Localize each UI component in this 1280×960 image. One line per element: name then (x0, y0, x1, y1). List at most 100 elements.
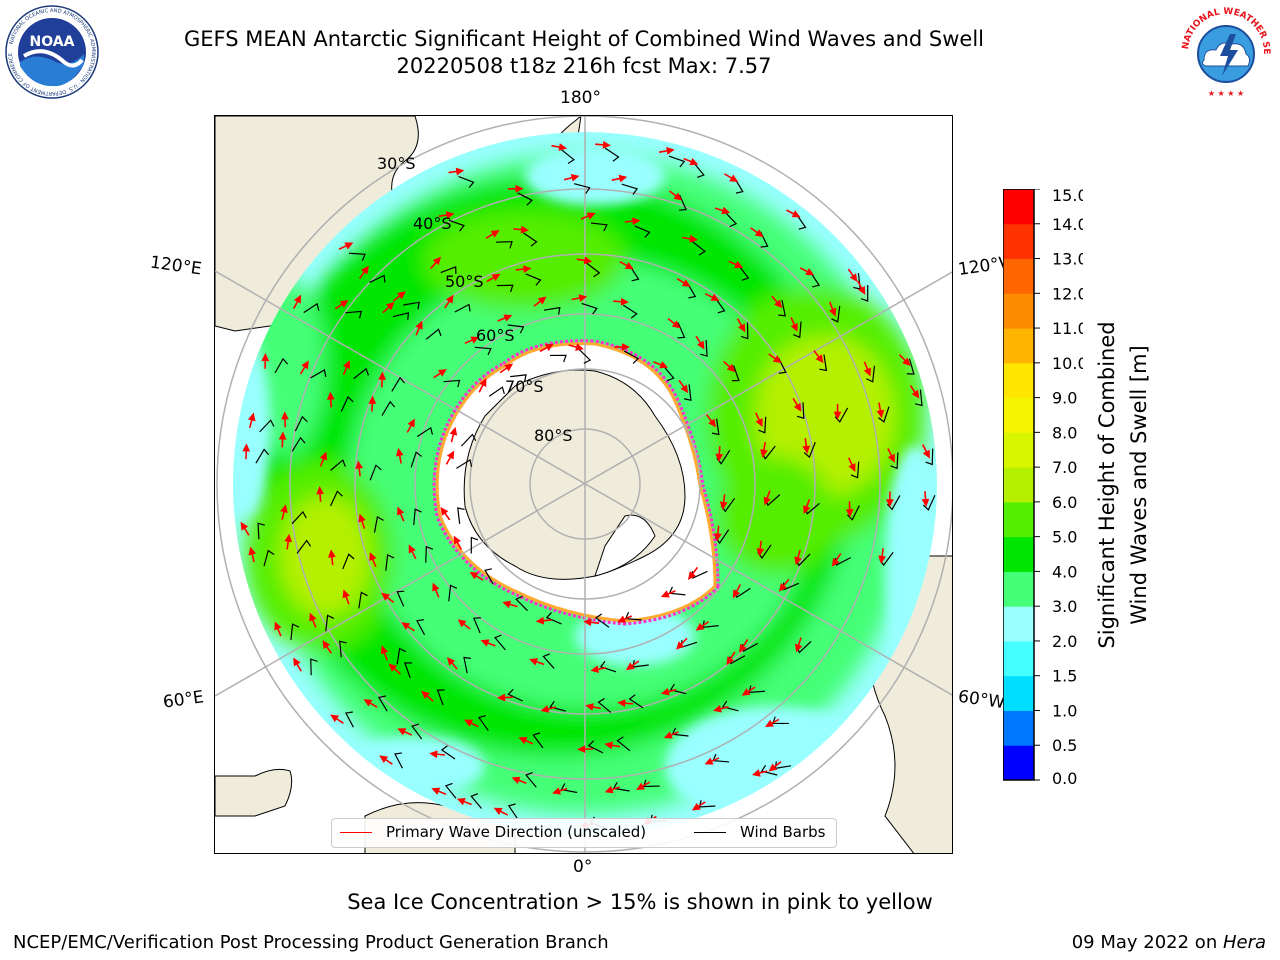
wave-vector (604, 781, 630, 794)
wave-vector (617, 694, 644, 709)
wave-vector (695, 335, 708, 357)
colorbar-title-line1: Significant Height of Combined (1095, 321, 1119, 648)
legend-label-wave-direction: Primary Wave Direction (unscaled) (386, 823, 647, 841)
wave-vector (756, 540, 772, 560)
map-legend: Primary Wave Direction (unscaled) Wind B… (331, 818, 837, 848)
wave-vector (667, 318, 686, 339)
wave-vector (433, 368, 461, 388)
wave-vector (395, 447, 423, 468)
wave-vector (794, 637, 812, 654)
wave-vector (445, 450, 473, 469)
wave-vector (887, 448, 899, 470)
colorbar-tick-label: 12.0 (1052, 284, 1083, 303)
wave-vector (299, 360, 327, 379)
wave-vector (330, 711, 354, 728)
wave-vector (539, 343, 567, 363)
colorbar-segment (1003, 362, 1034, 399)
wave-vector (478, 378, 505, 397)
wave-vector (342, 360, 370, 380)
colorbar-tick-label: 0.5 (1052, 736, 1077, 755)
noaa-logo-text: NOAA (30, 34, 75, 50)
wave-vector (533, 296, 561, 315)
wave-vector (326, 391, 354, 412)
svg-text:★ ★ ★ ★: ★ ★ ★ ★ (1208, 89, 1244, 98)
wave-vector (771, 295, 786, 317)
wave-vector (278, 431, 306, 452)
wave-vector (392, 291, 420, 310)
wave-vector (529, 653, 555, 669)
colorbar-tick-label: 7.0 (1052, 458, 1077, 477)
antarctica (432, 339, 720, 626)
wave-vector (611, 174, 639, 195)
wave-vector (658, 147, 686, 168)
wave-vector (440, 506, 465, 524)
wave-vector (432, 582, 458, 602)
colorbar-segment (1003, 501, 1034, 538)
wave-vector (309, 612, 335, 632)
colorbar-tick-label: 13.0 (1052, 250, 1083, 269)
wave-vector (284, 533, 312, 554)
chart-subtitle-forecast: 20220508 t18z 216h fcst Max: 7.57 (396, 54, 772, 78)
graticule (215, 116, 952, 853)
colorbar-segment (1003, 258, 1034, 294)
wave-vector (751, 764, 778, 777)
wave-vector (444, 294, 471, 313)
wave-vector (724, 173, 744, 194)
wave-vector (280, 504, 307, 525)
wave-vector (292, 294, 320, 314)
colorbar-segment (1003, 640, 1034, 677)
wave-vector (778, 578, 800, 592)
wave-vector (563, 174, 591, 194)
wave-vector (446, 656, 471, 674)
wave-vector (719, 494, 736, 513)
wave-vector (802, 438, 816, 459)
wave-vector (540, 700, 566, 713)
wave-vector (604, 736, 631, 752)
colorbar-tick-label: 15.0 (1052, 189, 1083, 205)
wave-vector (653, 361, 675, 382)
wave-vector (799, 267, 821, 288)
wave-vector (898, 354, 915, 375)
wave-vector (449, 426, 477, 447)
wave-vector (322, 640, 347, 658)
wave-vector (242, 443, 270, 464)
wave-vector (378, 371, 406, 392)
wave-vector (723, 360, 740, 382)
wave-vector (511, 771, 537, 788)
wave-vector (469, 568, 494, 585)
wave-vector (660, 586, 686, 598)
sea-ice-note: Sea Ice Concentration > 15% is shown in … (347, 890, 933, 914)
wave-vector (571, 294, 598, 315)
colorbar-title: Significant Height of Combined Wind Wave… (1095, 321, 1151, 648)
wave-vector (535, 612, 562, 625)
wave-vector (625, 659, 649, 671)
wave-vector (388, 662, 412, 679)
wave-vector (480, 634, 506, 651)
wave-vector (453, 535, 479, 554)
colorbar-tick-label: 0.0 (1052, 769, 1077, 788)
wave-vector (430, 256, 457, 274)
wave-vector (675, 637, 698, 650)
wave-vector (369, 552, 395, 571)
wave-vector (878, 548, 894, 567)
wave-vector (359, 265, 386, 283)
wave-vector (687, 566, 708, 581)
colorbar-segment (1003, 467, 1034, 503)
colorbar-segment (1003, 223, 1034, 260)
wave-vector (617, 611, 642, 623)
wave-vector (833, 403, 849, 423)
wave-vector (515, 265, 542, 286)
wave-vector (293, 657, 318, 676)
wave-vector (576, 256, 601, 278)
footer-date-text: 09 May 2022 on (1071, 932, 1223, 953)
wave-vector (355, 460, 382, 481)
wave-vector (847, 457, 860, 479)
wave-vector (713, 700, 739, 713)
wave-vector (764, 716, 789, 727)
wave-vector (438, 211, 465, 232)
wave-vector (803, 499, 820, 515)
wave-vector (750, 227, 769, 248)
wave-vector (240, 521, 265, 540)
wave-vector (714, 206, 738, 228)
wave-vector (408, 544, 434, 563)
